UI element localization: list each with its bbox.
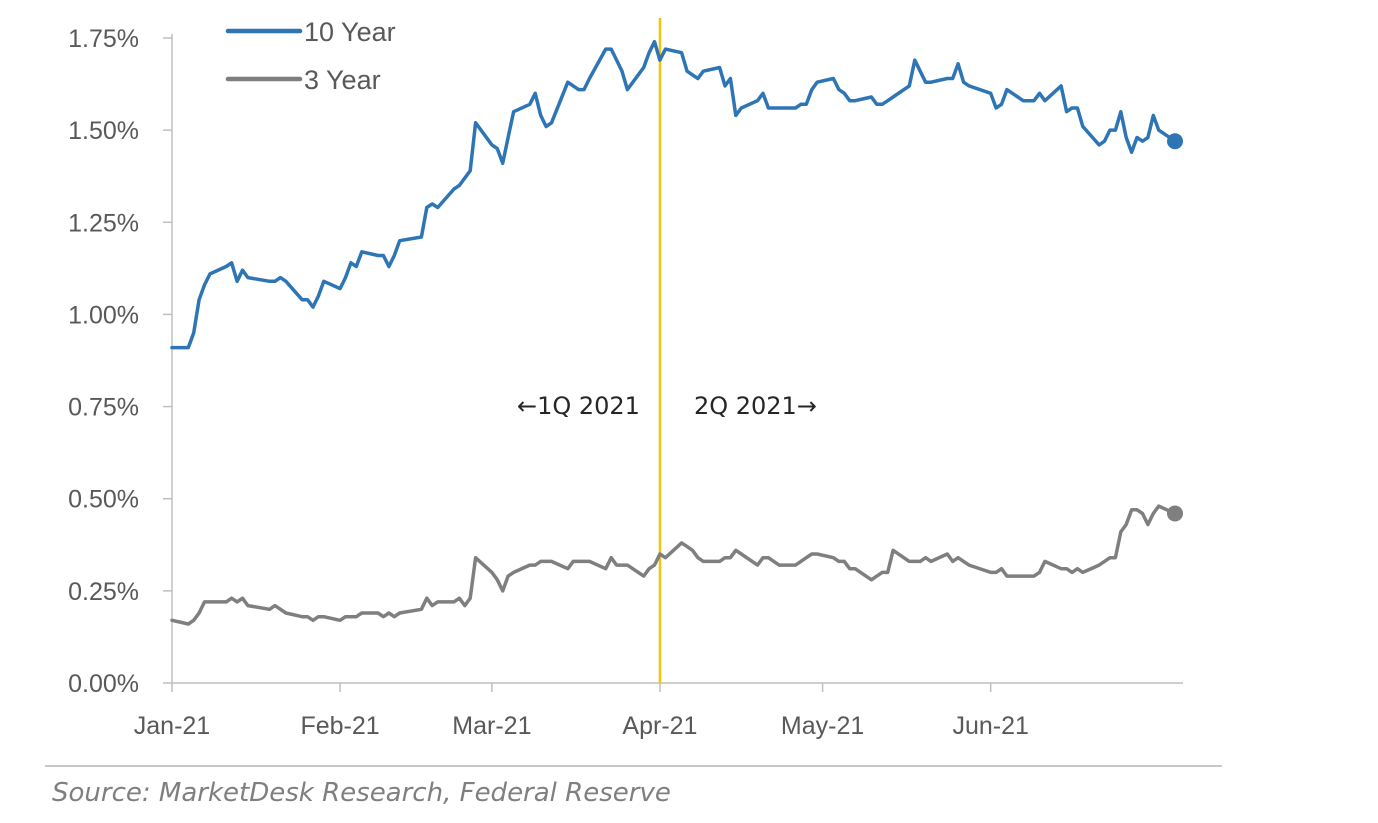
- series-end-marker-3-year: [1167, 505, 1183, 522]
- annotation-2q-2021: 2Q 2021→: [694, 392, 817, 420]
- y-tick-label: 0.75%: [68, 394, 139, 422]
- y-tick-label: 0.50%: [68, 486, 139, 514]
- x-tick-label: Jan-21: [134, 712, 210, 740]
- y-tick-label: 1.25%: [68, 209, 139, 237]
- series-line-3-year: [170, 504, 1177, 626]
- yield-line-chart: 0.00% 0.25% 0.50% 0.75% 1.00% 1.25% 1.50% 1.75%…: [68, 17, 1183, 740]
- legend-label-3-year: 3 Year: [304, 65, 381, 95]
- legend: 10 Year 3 Year: [225, 17, 396, 95]
- x-axis: Jan-21 Feb-21 Mar-21 Apr-21 May-21 Jun-21: [134, 682, 1183, 740]
- source-divider: [45, 765, 1222, 767]
- x-tick-label: Mar-21: [452, 712, 531, 740]
- source-note: Source: MarketDesk Research, Federal Res…: [52, 778, 671, 808]
- series-line-10-year: [170, 39, 1177, 350]
- y-tick-label: 0.25%: [68, 578, 139, 606]
- x-tick-label: Feb-21: [300, 712, 379, 740]
- y-tick-label: 1.75%: [68, 25, 139, 53]
- x-tick-label: May-21: [781, 712, 864, 740]
- x-tick-label: Jun-21: [952, 712, 1028, 740]
- y-tick-label: 0.00%: [68, 670, 139, 698]
- series-lines: [170, 39, 1183, 626]
- x-tick-label: Apr-21: [622, 712, 697, 740]
- y-tick-label: 1.50%: [68, 117, 139, 145]
- y-axis: 0.00% 0.25% 0.50% 0.75% 1.00% 1.25% 1.50% 1.75%: [68, 25, 173, 698]
- legend-label-10-year: 10 Year: [304, 17, 396, 47]
- quarter-annotations: ←1Q 2021 2Q 2021→: [517, 392, 817, 420]
- annotation-1q-2021: ←1Q 2021: [517, 392, 640, 420]
- series-end-marker-10-year: [1167, 133, 1183, 150]
- y-tick-label: 1.00%: [68, 301, 139, 329]
